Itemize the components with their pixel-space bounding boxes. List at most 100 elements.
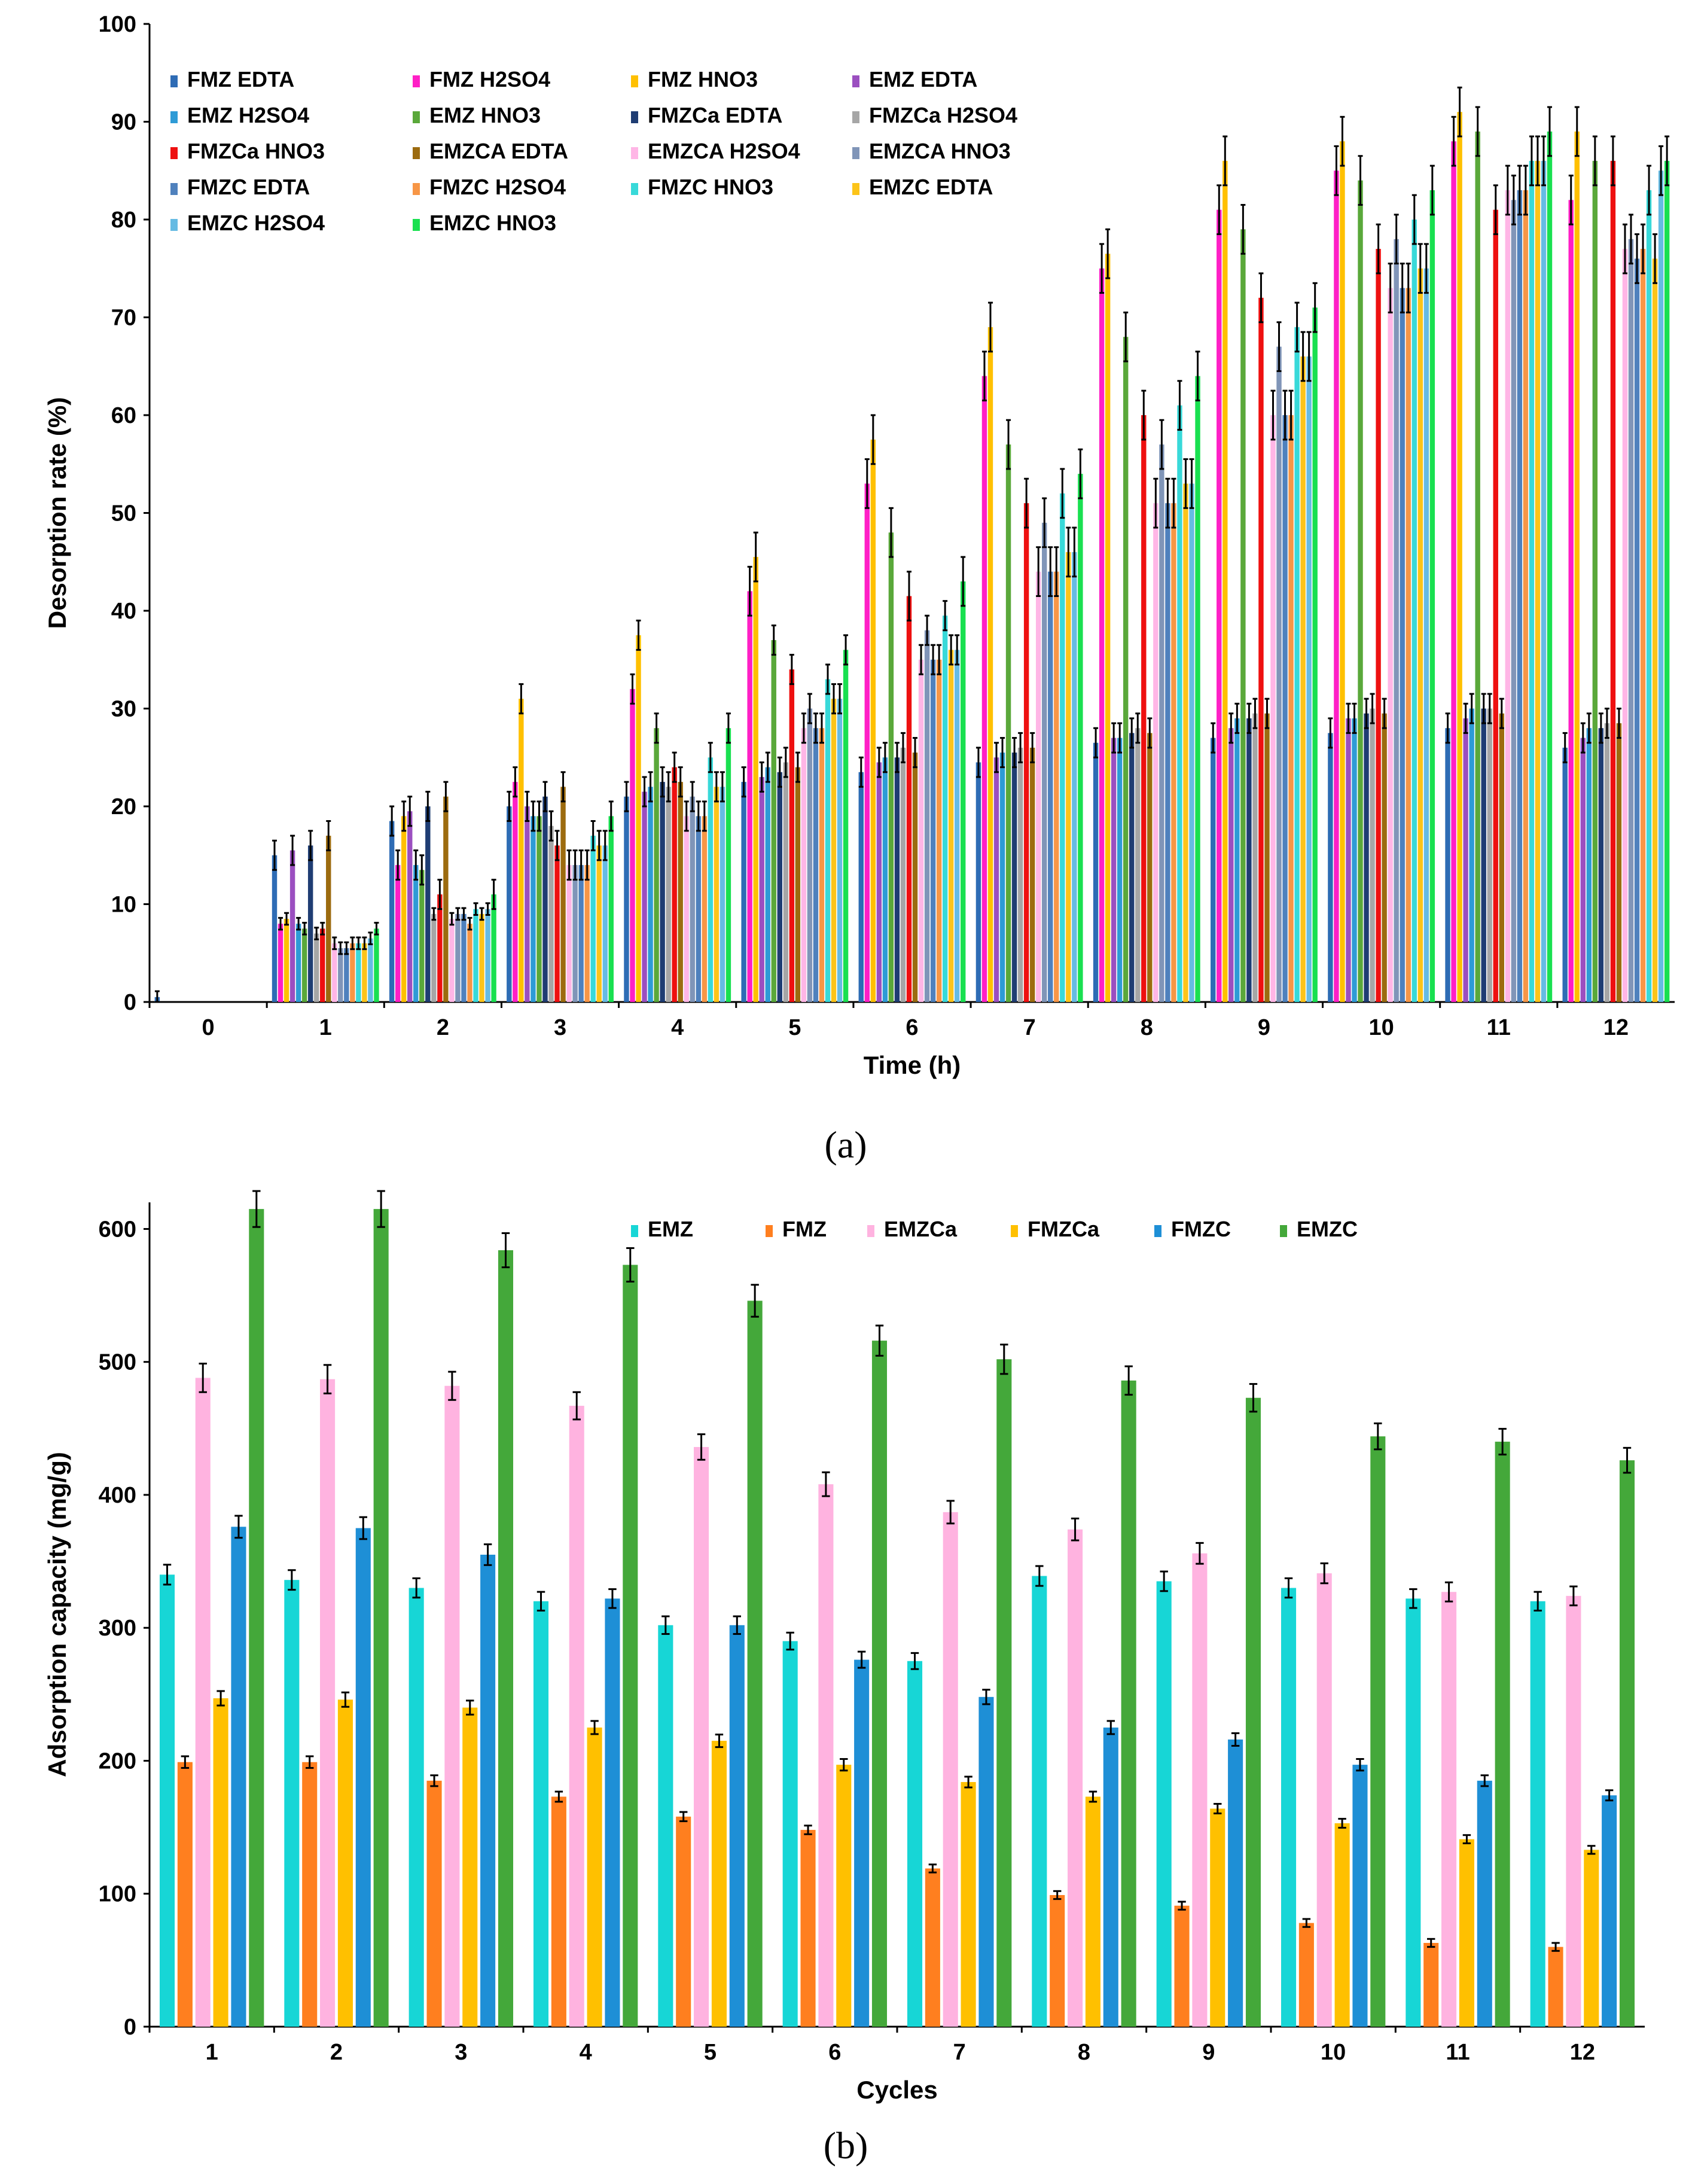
y-tick-label: 60 [111, 403, 136, 428]
bar-fmzc-5 [729, 1625, 745, 2027]
bar-fmzca-edta-6 [894, 757, 900, 1002]
bar-emzc-h2so4-5 [837, 699, 843, 1002]
y-tick-label: 70 [111, 306, 136, 331]
bar-fmzca-edta-10 [1364, 713, 1369, 1002]
bar-fmzca-h2so4-10 [1370, 708, 1375, 1002]
bar-emzca-5 [694, 1446, 709, 2027]
bar-emzc-h2so4-6 [954, 650, 960, 1002]
bar-emz-5 [658, 1625, 673, 2027]
bar-emz-edta-5 [759, 776, 764, 1002]
bar-fmzca-edta-1 [307, 845, 313, 1002]
bar-fmzca-hno3-1 [320, 928, 325, 1002]
bar-emzca-edta-6 [912, 753, 918, 1002]
legend-label-emzca-hno3: EMZCA HNO3 [869, 139, 1011, 163]
bar-fmz-edta-7 [975, 762, 981, 1002]
bar-emzc-h2so4-1 [368, 938, 373, 1002]
bar-emz-2 [284, 1580, 300, 2027]
bar-emzc-10 [1370, 1436, 1386, 2027]
bar-emz-edta-1 [289, 850, 295, 1002]
bar-fmzca-hno3-2 [437, 894, 443, 1002]
bar-fmzca-hno3-9 [1258, 297, 1264, 1002]
bar-fmzc-2 [355, 1528, 371, 2027]
bar-emzc-edta-3 [596, 845, 602, 1002]
bar-emzca-hno3-8 [1159, 444, 1164, 1002]
legend-b: EMZ FMZ EMZCa FMZCa FMZC EMZC [631, 1217, 1358, 1241]
bar-emzc-6 [871, 1341, 888, 2027]
bar-fmz-h2so4-9 [1217, 209, 1222, 1002]
y-tick-label: 40 [111, 599, 136, 624]
bar-emz-h2so4-2 [413, 865, 419, 1002]
x-tick-label: 8 [1078, 2040, 1090, 2065]
bar-fmz-edta-12 [1562, 747, 1568, 1002]
bar-emzca-edta-12 [1616, 723, 1622, 1002]
bar-fmz-h2so4-5 [747, 591, 752, 1002]
bar-emzc-edta-4 [714, 787, 720, 1002]
legend-swatch-fmzca-hno3 [170, 147, 178, 159]
bar-emzca-hno3-4 [690, 796, 695, 1002]
x-tick-label: 7 [1023, 1015, 1036, 1040]
bar-fmz-hno3-6 [870, 439, 876, 1002]
bar-fmzc-edta-1 [344, 948, 349, 1002]
legend-swatch-emz-edta [852, 75, 859, 87]
bar-emzc-edta-1 [362, 943, 367, 1002]
bar-fmzc-edta-4 [696, 816, 701, 1002]
bar-emz-3 [408, 1588, 424, 2027]
bar-emzc-hno3-3 [608, 816, 614, 1002]
bar-emzc-8 [1121, 1380, 1136, 2027]
bar-emzca-h2so4-10 [1388, 288, 1393, 1003]
bar-fmz-edta-5 [741, 782, 746, 1002]
legend-label-fmzca-edta: FMZCa EDTA [648, 103, 782, 127]
bar-fmz-12 [1548, 1947, 1563, 2027]
y-tick-label: 0 [124, 990, 136, 1015]
bar-emzca-edta-9 [1264, 713, 1270, 1002]
bar-fmzc-hno3-10 [1411, 220, 1417, 1002]
bar-emzc-hno3-4 [725, 728, 731, 1002]
x-tick-label: 9 [1202, 2040, 1215, 2065]
legend-swatch-emzc-edta [852, 183, 859, 195]
bar-fmzca-edta-7 [1011, 753, 1017, 1002]
bar-fmzc-hno3-5 [825, 679, 831, 1002]
bar-emzca-hno3-5 [807, 708, 813, 1002]
bar-fmz-3 [426, 1780, 442, 2027]
bar-emzca-4 [569, 1406, 584, 2027]
bar-emzc-edta-9 [1300, 356, 1306, 1002]
bar-emz-6 [782, 1641, 798, 2027]
bar-emz-hno3-10 [1358, 180, 1363, 1003]
bar-fmz-hno3-2 [401, 816, 407, 1002]
x-tick-label: 6 [828, 2040, 841, 2065]
bar-emzc-edta-12 [1652, 258, 1658, 1002]
bar-emz-4 [533, 1601, 549, 2027]
bar-emzca-hno3-2 [455, 913, 461, 1002]
legend-swatch-fmzc-h2so4 [413, 183, 420, 195]
bar-fmz-h2so4-4 [630, 689, 635, 1002]
bar-emz-h2so4-9 [1234, 718, 1240, 1002]
legend-label-emzca-h2so4: EMZCA H2SO4 [648, 139, 800, 163]
bar-fmzca-3 [462, 1707, 478, 2027]
x-tick-label: 2 [437, 1015, 449, 1040]
bar-fmzc-8 [1103, 1727, 1118, 2027]
bar-emzca-9 [1192, 1553, 1208, 2027]
bar-emz-1 [159, 1574, 175, 2027]
bar-emz-h2so4-6 [882, 757, 888, 1002]
legend-swatch-emz-hno3 [413, 111, 420, 123]
bar-emz-h2so4-8 [1117, 738, 1123, 1002]
legend-a: FMZ EDTA FMZ H2SO4 FMZ HNO3 EMZ EDTA EMZ H2S… [170, 67, 1017, 235]
bar-emzc-7 [996, 1359, 1012, 2027]
bar-fmzc-edta-5 [813, 728, 819, 1002]
bar-fmzc-hno3-3 [590, 836, 596, 1002]
bar-fmz-h2so4-11 [1451, 141, 1456, 1003]
bar-emzca-12 [1566, 1595, 1581, 2027]
bar-fmzca-edta-3 [542, 796, 548, 1002]
bar-emzc-h2so4-7 [1072, 552, 1077, 1002]
bar-emzc-h2so4-4 [720, 787, 725, 1002]
bar-emzc-h2so4-9 [1306, 356, 1312, 1002]
bar-emzca-hno3-6 [924, 630, 930, 1002]
bar-emz-hno3-11 [1475, 131, 1480, 1003]
bar-emzca-11 [1441, 1592, 1457, 2027]
x-axis-title: Time (h) [864, 1051, 961, 1079]
bar-fmzc-h2so4-3 [584, 865, 590, 1002]
y-tick-label: 90 [111, 110, 136, 135]
bar-emzca-h2so4-3 [566, 865, 572, 1002]
bar-fmzc-h2so4-10 [1406, 288, 1411, 1003]
